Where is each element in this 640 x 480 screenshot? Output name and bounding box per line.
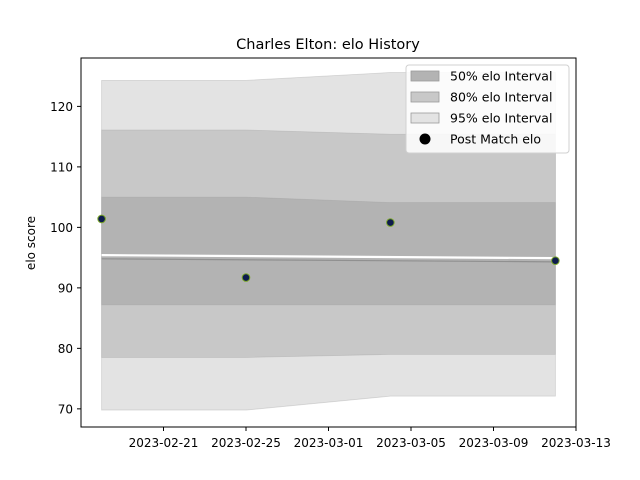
legend-box bbox=[405, 64, 570, 154]
x-tick-label: 2023-03-13 bbox=[541, 436, 611, 450]
y-tick-label: 70 bbox=[58, 402, 73, 416]
data-point bbox=[241, 273, 251, 282]
data-point bbox=[551, 256, 560, 265]
band-50-elo-interval bbox=[101, 196, 556, 306]
y-tick-label: 110 bbox=[50, 160, 73, 174]
legend: 50% elo Interval 80% elo Interval 95% elo … bbox=[405, 64, 570, 154]
y-tick-label: 100 bbox=[50, 221, 73, 235]
y-tick-label: 80 bbox=[58, 342, 73, 356]
legend-label-80-elo-interval: 80% elo Interval bbox=[450, 90, 552, 105]
x-tick-label: 2023-02-25 bbox=[211, 436, 281, 450]
mean-elo-line bbox=[101, 258, 556, 263]
data-point bbox=[386, 218, 395, 227]
data-point bbox=[97, 214, 106, 224]
legend-swatch-post-match-elo bbox=[419, 133, 431, 145]
y-tick-label: 90 bbox=[58, 281, 73, 295]
legend-swatch-50-elo-interval bbox=[410, 70, 440, 82]
x-tick-label: 2023-03-05 bbox=[376, 436, 446, 450]
band-gap-line bbox=[101, 254, 556, 260]
x-tick-label: 2023-02-21 bbox=[129, 436, 199, 450]
x-tick-label: 2023-03-09 bbox=[459, 436, 529, 450]
y-tick-label: 120 bbox=[50, 100, 73, 114]
legend-swatch-80-elo-interval bbox=[410, 91, 440, 103]
plot-area: 70 80 90 100 110 120 2023-02-21 2023-02-25 2023-… bbox=[50, 57, 611, 450]
x-tick-label: 2023-03-01 bbox=[294, 436, 364, 450]
legend-swatch-95-elo-interval bbox=[410, 112, 440, 124]
legend-label-50-elo-interval: 50% elo Interval bbox=[450, 69, 552, 84]
legend-label-95-elo-interval: 95% elo Interval bbox=[450, 111, 552, 126]
chart-title: Charles Elton: elo History bbox=[236, 37, 420, 53]
y-axis-label: elo score bbox=[24, 216, 38, 270]
legend-label-post-match-elo: Post Match elo bbox=[450, 132, 541, 147]
